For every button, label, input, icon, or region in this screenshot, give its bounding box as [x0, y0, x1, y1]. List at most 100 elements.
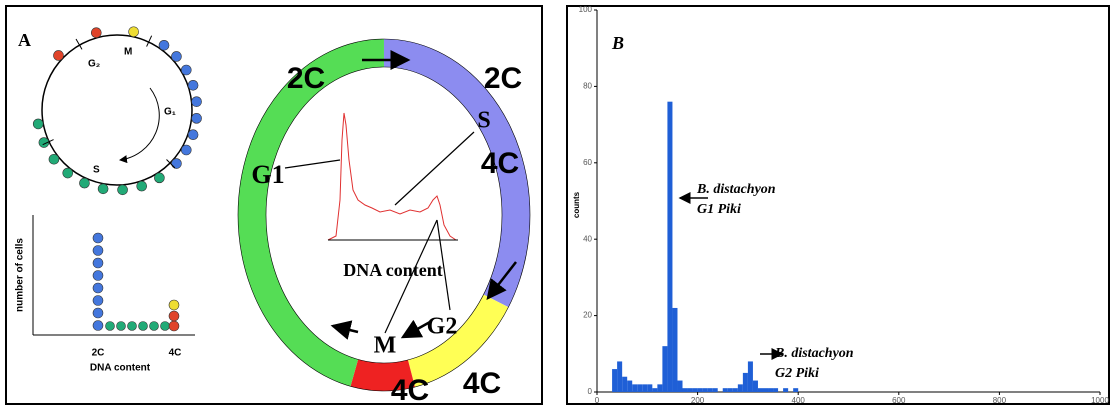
cell-dot: [105, 321, 115, 331]
bar: [657, 384, 663, 392]
pointer-lines: [284, 50, 517, 340]
bar: [712, 388, 718, 392]
bar: [793, 388, 799, 392]
cycle-circle: [41, 34, 193, 186]
cell-dot: [90, 27, 102, 39]
ring-label: 4C: [463, 367, 501, 400]
y-tick-label: 100: [579, 5, 593, 14]
bar: [722, 388, 728, 392]
cycle-arrow: [119, 87, 160, 164]
annotation: G1 Piki: [697, 202, 741, 217]
cell-dot: [168, 310, 180, 322]
pointer: [384, 219, 438, 334]
pointer: [394, 131, 475, 206]
bar: [647, 384, 653, 392]
cell-dot: [62, 167, 74, 179]
pointer: [436, 219, 451, 311]
ring-label: 2C: [484, 62, 522, 95]
cell-dot: [171, 51, 182, 62]
cell-dot: [168, 320, 180, 332]
cell-dot: [117, 184, 128, 196]
bar: [783, 388, 789, 392]
cell-dot: [32, 118, 44, 130]
cycle-tick: [166, 159, 176, 169]
y-axis-label: number of cells: [15, 238, 26, 312]
cell-dot: [92, 270, 104, 281]
bar: [617, 361, 623, 392]
cell-dot: [92, 307, 104, 319]
x-tick-label: 0: [595, 396, 600, 405]
cell-dot: [180, 144, 192, 156]
annotation: B. distachyon: [696, 182, 776, 197]
cell-dot: [187, 79, 199, 91]
bar: [632, 384, 638, 392]
x-tick-label: 4C: [169, 348, 182, 359]
phase-label: M: [124, 47, 132, 58]
cell-dot: [97, 183, 109, 195]
ring-label: G2: [427, 314, 458, 340]
bar: [702, 388, 708, 392]
x-tick-label: 600: [892, 396, 906, 405]
phase-label: S: [93, 165, 100, 176]
ring-label: 2C: [287, 62, 325, 95]
ring-label: G1: [251, 160, 284, 189]
cell-dot: [92, 257, 104, 269]
annotation: B. distachyon: [774, 346, 854, 361]
cell-dot: [136, 180, 148, 192]
y-tick-label: 0: [588, 387, 593, 396]
bar: [773, 388, 779, 392]
cell-dot: [138, 321, 148, 331]
bar: [642, 384, 648, 392]
panel-a-frame: [5, 5, 543, 405]
ring-segment: [383, 39, 530, 308]
bar: [687, 388, 693, 392]
x-tick-label: 2C: [92, 348, 105, 359]
ring-segment: [407, 294, 509, 387]
bar: [667, 101, 673, 393]
bar: [652, 388, 658, 392]
bar: [737, 384, 743, 392]
x-tick-label: 400: [792, 396, 806, 405]
annotation: G2 Piki: [775, 366, 819, 381]
phase-label: G₂: [88, 59, 100, 70]
ring-segment: [238, 39, 385, 387]
bar: [747, 361, 753, 392]
cell-dot: [191, 113, 202, 124]
cell-dot: [92, 295, 104, 306]
cell-dot: [38, 137, 50, 148]
panel-label: A: [18, 30, 31, 50]
cycle-tick: [75, 38, 83, 50]
cell-dot: [128, 26, 139, 38]
bar: [742, 372, 748, 392]
cell-cycle-circle: [32, 26, 202, 196]
ring-label: S: [477, 108, 490, 134]
bar: [697, 388, 703, 392]
y-tick-label: 80: [583, 82, 592, 91]
bar: [672, 307, 678, 392]
arrow: [330, 320, 359, 340]
ring-label: M: [374, 333, 397, 359]
bar: [682, 388, 688, 392]
cell-dot: [116, 321, 126, 331]
bar: [727, 388, 733, 392]
bar: [622, 376, 628, 392]
dot-plot-axes: [32, 215, 195, 336]
cycle-tick: [146, 35, 153, 47]
bar: [662, 346, 668, 392]
bar: [692, 388, 698, 392]
phase-label: G₁: [164, 107, 176, 118]
cell-dot: [92, 245, 104, 256]
cycle-tick: [42, 139, 54, 146]
ring-label: DNA content: [343, 260, 443, 280]
bar: [752, 380, 758, 392]
cell-dot: [149, 321, 159, 331]
bar: [757, 388, 763, 392]
y-tick-label: 20: [583, 311, 592, 320]
cell-dot: [158, 39, 170, 51]
arrow: [400, 319, 431, 339]
x-axis-label: DNA content: [90, 363, 151, 374]
ring-segment: [350, 359, 415, 391]
cell-dot: [127, 321, 137, 331]
ring-label: 4C: [481, 147, 519, 180]
pointer: [284, 159, 341, 169]
